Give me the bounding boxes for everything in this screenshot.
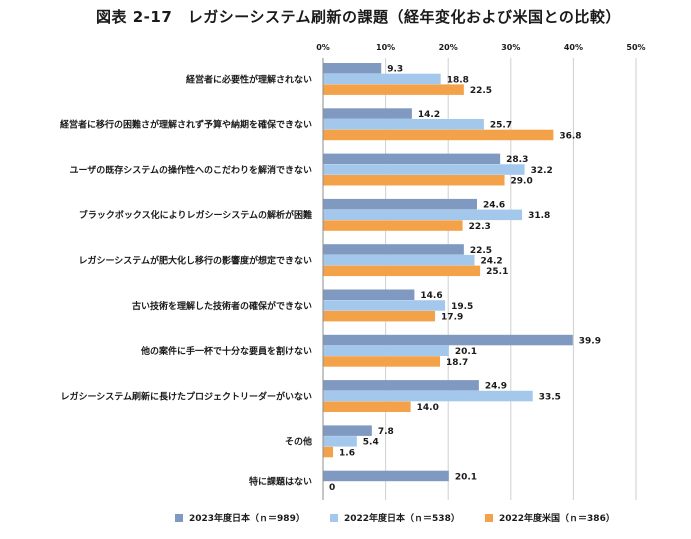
bar-2023-japan-3 [323,153,501,165]
bar-2023-japan-9 [323,425,372,436]
category-label-8: レガシーシステム刷新に長けたプロジェクトリーダーがいない [60,390,312,402]
bar-2022-japan-6 [323,300,446,311]
x-tick-label: 50% [626,43,645,52]
bar-2023-japan-5 [323,244,464,255]
value-label-2022-japan-10: 0 [329,483,335,493]
legend-swatch-2022-us [485,513,493,522]
value-label-2023-japan-6: 14.6 [420,291,442,301]
legend-label-2022-us: 2022年度米国（ｎ＝386） [499,514,615,524]
value-label-2022-japan-4: 31.8 [528,211,550,221]
value-label-2022-japan-7: 20.1 [455,347,477,357]
bar-2022-japan-8 [323,390,533,402]
value-label-2023-japan-2: 14.2 [418,110,440,120]
bar-2022-us-2 [323,129,554,141]
bar-2023-japan-8 [323,380,479,391]
x-tick-label: 0% [316,43,330,52]
bar-2022-japan-1 [323,73,441,85]
legend-swatch-2022-japan [330,513,338,522]
value-label-2022-us-7: 18.7 [446,358,468,368]
value-label-2022-us-6: 17.9 [441,312,463,322]
bar-2022-japan-4 [323,209,523,221]
category-label-7: 他の案件に手一杯で十分な要員を割けない [140,345,312,357]
x-tick-label: 20% [439,43,458,52]
value-label-2022-japan-9: 5.4 [363,438,379,448]
bar-2023-japan-4 [323,198,477,210]
chart-title: 図表 2-17 レガシーシステム刷新の課題（経年変化および米国との比較） [96,8,621,26]
bar-2023-japan-1 [323,63,382,74]
value-label-2023-japan-9: 7.8 [378,427,394,437]
category-label-3: ユーザの既存システムの操作性へのこだわりを解消できない [69,164,312,176]
value-label-2022-japan-1: 18.8 [447,75,469,85]
bars: 9.318.822.514.225.736.828.332.229.024.63… [323,63,601,493]
bar-2023-japan-7 [323,334,573,346]
bar-2022-japan-9 [323,436,357,447]
bar-2022-us-8 [323,401,411,412]
bar-2022-japan-7 [323,345,449,356]
value-label-2022-us-9: 1.6 [339,448,355,458]
legend: 2023年度日本（ｎ＝989） 2022年度日本（ｎ＝538） 2022年度米国… [0,511,691,531]
value-label-2023-japan-5: 22.5 [470,246,492,256]
bar-chart: 0% 10% 20% 30% 40% 50% 9.318.822.514.225.736.… [60,43,646,500]
bar-2022-japan-2 [323,119,484,130]
value-label-2023-japan-10: 20.1 [455,472,477,482]
bar-2022-us-7 [323,356,441,367]
value-label-2023-japan-7: 39.9 [579,336,601,346]
value-label-2023-japan-8: 24.9 [485,382,507,392]
category-label-5: レガシーシステムが肥大化し移行の影響度が想定できない [78,254,312,266]
bar-2022-japan-3 [323,164,525,175]
category-label-6: 古い技術を理解した技術者の確保ができない [132,300,312,312]
value-label-2022-japan-6: 19.5 [451,302,473,312]
legend-item-2022-japan: 2022年度日本（ｎ＝538） [330,511,460,524]
value-label-2022-japan-8: 33.5 [539,392,561,402]
bar-2022-us-6 [323,310,436,322]
value-label-2022-us-4: 22.3 [469,222,491,232]
value-label-2022-us-8: 14.0 [417,403,439,413]
value-label-2022-us-1: 22.5 [470,86,492,96]
category-label-9: その他 [285,436,312,448]
category-label-2: 経営者に移行の困難さが理解されず予算や納期を確保できない [60,119,312,131]
value-label-2022-us-3: 29.0 [511,177,533,187]
bar-2022-us-9 [323,446,334,458]
bar-2023-japan-10 [323,470,449,482]
category-labels: 経営者に必要性が理解されない経営者に移行の困難さが理解されず予算や納期を確保でき… [60,73,312,487]
bar-2022-us-5 [323,265,481,277]
x-axis-ticks: 0% 10% 20% 30% 40% 50% [316,43,645,52]
value-label-2023-japan-4: 24.6 [483,200,505,210]
category-label-10: 特に課題はない [249,476,312,488]
bar-2022-us-3 [323,175,505,186]
x-tick-label: 10% [376,43,395,52]
value-label-2022-japan-5: 24.2 [480,256,502,266]
category-label-1: 経営者に必要性が理解されない [186,73,312,85]
value-label-2023-japan-1: 9.3 [387,65,403,75]
x-tick-label: 40% [564,43,583,52]
x-tick-label: 30% [501,43,520,52]
bar-2022-us-1 [323,84,464,95]
value-label-2023-japan-3: 28.3 [506,155,528,165]
value-label-2022-japan-3: 32.2 [531,166,553,176]
legend-item-2022-us: 2022年度米国（ｎ＝386） [485,511,615,524]
bar-2023-japan-2 [323,108,412,119]
category-label-4: ブラックボックス化によりレガシーシステムの解析が困難 [79,209,312,221]
bar-2022-japan-5 [323,254,475,266]
bar-2023-japan-6 [323,289,415,300]
gridlines [385,58,637,500]
value-label-2022-us-5: 25.1 [486,267,508,277]
legend-swatch-2023-japan [175,513,183,522]
legend-item-2023-japan: 2023年度日本（ｎ＝989） [175,511,305,524]
legend-label-2022-japan: 2022年度日本（ｎ＝538） [344,514,460,524]
legend-label-2023-japan: 2023年度日本（ｎ＝989） [189,514,305,524]
bar-2022-us-4 [323,220,463,231]
value-label-2022-us-2: 36.8 [559,131,581,141]
value-label-2022-japan-2: 25.7 [490,121,512,131]
